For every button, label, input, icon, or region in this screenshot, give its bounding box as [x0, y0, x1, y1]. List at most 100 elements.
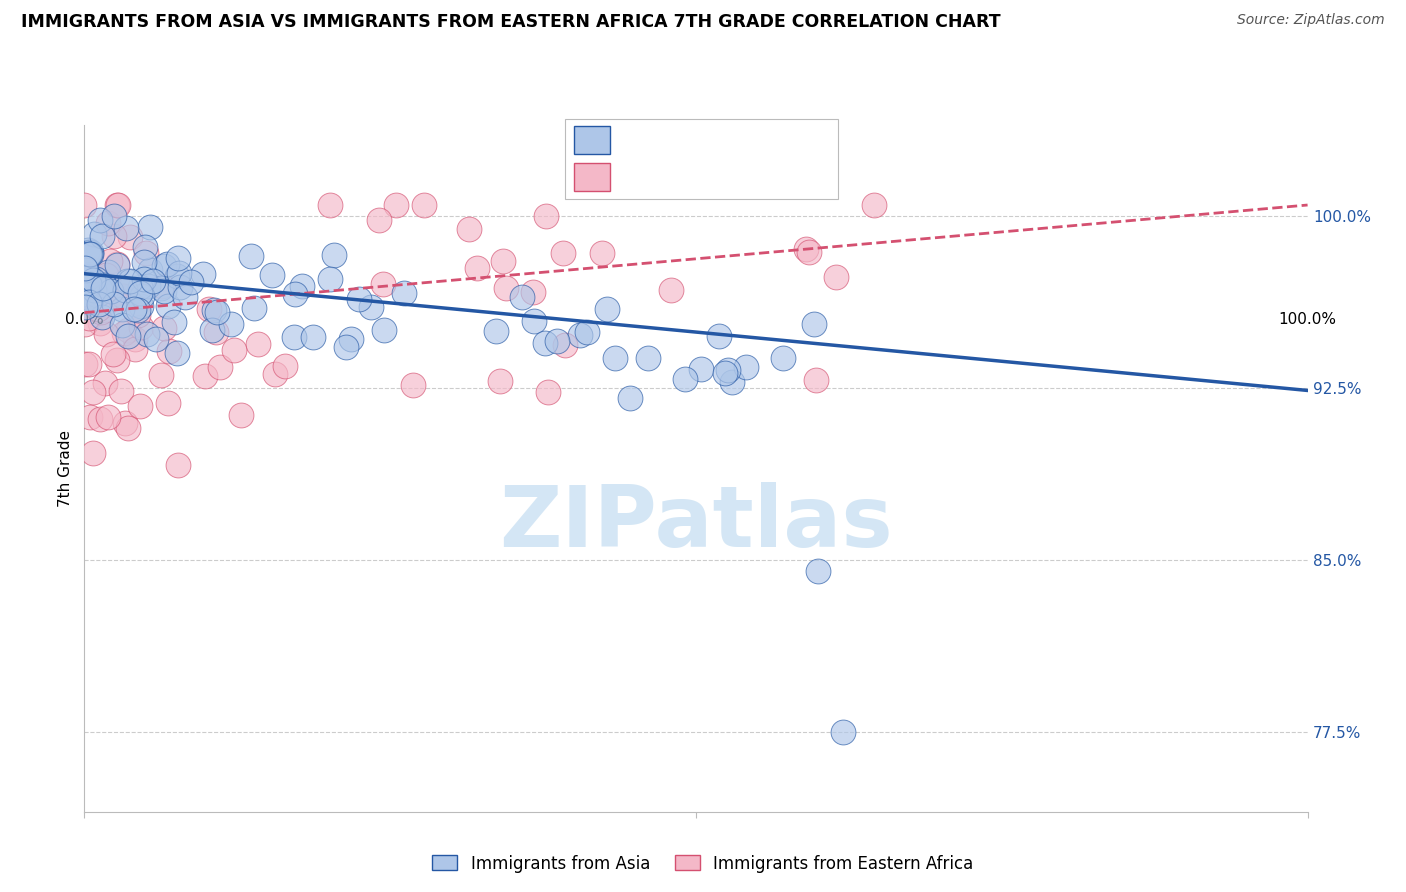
Point	[264, 368, 287, 382]
Point	[208, 360, 231, 375]
Point	[804, 373, 827, 387]
Point	[522, 285, 544, 300]
Text: ZIPatlas: ZIPatlas	[499, 482, 893, 565]
Point	[302, 330, 325, 344]
Point	[80, 292, 103, 306]
Point	[110, 384, 132, 398]
Point	[157, 299, 180, 313]
Point	[534, 335, 557, 350]
Point	[619, 391, 641, 405]
Point	[825, 270, 848, 285]
Point	[128, 279, 150, 293]
Point	[169, 279, 191, 293]
Point	[79, 357, 101, 371]
Point	[94, 376, 117, 390]
Point	[105, 198, 128, 212]
Bar	[574, 162, 610, 191]
Point	[335, 340, 357, 354]
Point	[90, 305, 112, 319]
Point	[93, 298, 115, 312]
Point	[803, 317, 825, 331]
Point	[77, 270, 100, 285]
Point	[735, 359, 758, 374]
Point	[523, 314, 546, 328]
Point	[198, 302, 221, 317]
Point	[107, 280, 129, 294]
Point	[89, 316, 111, 330]
Point	[485, 324, 508, 338]
Point	[114, 416, 136, 430]
Point	[89, 412, 111, 426]
Legend: Immigrants from Asia, Immigrants from Eastern Africa: Immigrants from Asia, Immigrants from Ea…	[426, 848, 980, 880]
Point	[807, 564, 830, 578]
Point	[91, 229, 114, 244]
Point	[87, 297, 110, 311]
Point	[89, 213, 111, 227]
Point	[117, 328, 139, 343]
Point	[716, 363, 738, 377]
Point	[659, 283, 682, 297]
Point	[111, 289, 134, 303]
Point	[284, 286, 307, 301]
Point	[115, 221, 138, 235]
Point	[83, 227, 105, 241]
Point	[80, 247, 103, 261]
Point	[243, 301, 266, 316]
Text: R = -0.242: R = -0.242	[621, 133, 716, 148]
Point	[77, 311, 100, 326]
Point	[367, 213, 389, 227]
Point	[553, 245, 575, 260]
Point	[319, 198, 342, 212]
Point	[129, 285, 152, 300]
Point	[82, 445, 104, 459]
Point	[546, 334, 568, 348]
Point	[97, 409, 120, 424]
Point	[112, 326, 135, 340]
Point	[107, 198, 129, 212]
Point	[79, 261, 101, 276]
Point	[94, 268, 117, 282]
Point	[150, 279, 173, 293]
Point	[797, 244, 820, 259]
Point	[492, 254, 515, 268]
Point	[86, 272, 108, 286]
Point	[131, 289, 153, 303]
Point	[537, 385, 560, 400]
Point	[127, 308, 149, 322]
Point	[79, 277, 101, 291]
Point	[124, 342, 146, 356]
Point	[174, 290, 197, 304]
Point	[554, 338, 576, 352]
Point	[260, 268, 283, 282]
Point	[134, 272, 156, 286]
Point	[77, 243, 100, 257]
Point	[129, 299, 152, 313]
Point	[129, 399, 152, 413]
Point	[118, 274, 141, 288]
Point	[97, 216, 120, 230]
Point	[73, 198, 96, 212]
Point	[193, 267, 215, 281]
Point	[82, 385, 104, 400]
Point	[117, 421, 139, 435]
Point	[139, 219, 162, 234]
Point	[576, 326, 599, 340]
Point	[402, 377, 425, 392]
Point	[111, 301, 134, 316]
Point	[166, 346, 188, 360]
Point	[591, 246, 613, 260]
Point	[75, 260, 97, 275]
Point	[247, 336, 270, 351]
Point	[149, 368, 172, 383]
Point	[82, 273, 104, 287]
Point	[83, 284, 105, 298]
Point	[129, 320, 152, 334]
Point	[512, 289, 534, 303]
Point	[100, 284, 122, 298]
Point	[156, 257, 179, 271]
Point	[167, 458, 190, 473]
Point	[340, 332, 363, 346]
Point	[536, 209, 558, 223]
Point	[118, 230, 141, 244]
Point	[134, 240, 156, 254]
